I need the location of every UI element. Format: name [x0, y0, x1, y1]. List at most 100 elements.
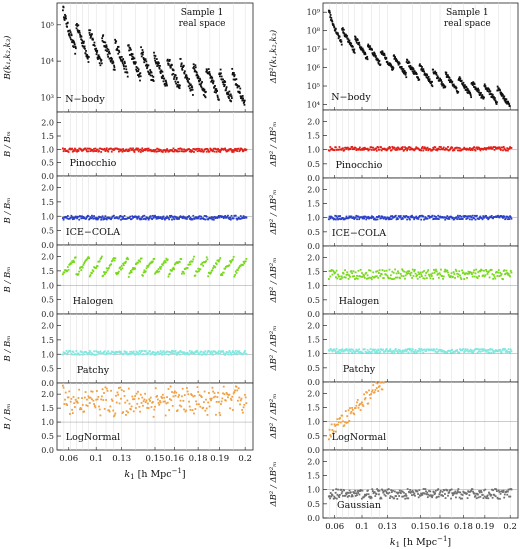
data-point [70, 214, 73, 217]
data-point [175, 76, 178, 79]
data-point [446, 215, 449, 217]
data-point [506, 493, 509, 496]
data-point [69, 147, 71, 150]
data-point [442, 147, 444, 150]
data-point [95, 353, 98, 356]
data-point [204, 261, 207, 264]
xtick-label: 0.19 [475, 522, 494, 532]
data-point [502, 217, 504, 219]
data-point [436, 149, 439, 152]
data-point [437, 148, 440, 151]
data-point [147, 71, 150, 74]
data-point [212, 149, 215, 152]
data-point [503, 269, 506, 272]
data-point [478, 350, 480, 353]
data-point [89, 396, 92, 399]
data-point [426, 74, 429, 77]
data-point [381, 215, 384, 218]
data-point [334, 27, 337, 30]
data-point [222, 215, 224, 218]
data-point [363, 148, 365, 151]
xtick-label: 0.15 [146, 454, 165, 464]
data-point [166, 58, 169, 61]
data-point [117, 387, 120, 389]
data-point [448, 81, 451, 83]
data-point [235, 272, 238, 274]
data-point [216, 148, 219, 151]
data-point [345, 147, 348, 150]
data-point [182, 150, 185, 153]
data-point [509, 348, 512, 351]
data-point [449, 489, 452, 491]
data-point [360, 275, 363, 278]
data-point [334, 29, 337, 32]
data-point [89, 351, 92, 354]
data-point [335, 31, 338, 34]
data-point [128, 49, 131, 52]
data-point [232, 351, 235, 353]
data-point [363, 276, 366, 279]
data-point [432, 148, 435, 151]
data-point [119, 149, 122, 152]
data-point [429, 277, 432, 280]
data-point [425, 349, 428, 352]
data-point [212, 147, 215, 150]
data-point [67, 396, 70, 399]
data-point [228, 264, 231, 267]
data-point [197, 75, 200, 78]
data-point [193, 218, 196, 220]
data-point [178, 87, 181, 90]
data-point [184, 410, 187, 413]
data-point [390, 489, 393, 491]
data-point [409, 274, 412, 277]
data-point [154, 214, 156, 217]
data-point [353, 218, 356, 220]
data-point [98, 405, 100, 408]
data-point [145, 267, 148, 270]
data-point [400, 351, 403, 354]
data-point [469, 91, 471, 94]
data-point [411, 348, 414, 351]
data-point [507, 218, 509, 221]
data-point [351, 408, 354, 411]
data-point [227, 217, 230, 219]
ytick-label: 0.5 [307, 228, 320, 237]
data-point [136, 67, 139, 70]
data-point [105, 387, 108, 390]
panel-label: Pinocchio [336, 160, 383, 171]
data-point [105, 218, 108, 221]
data-point [329, 492, 332, 494]
data-point [360, 489, 363, 492]
data-point [471, 149, 474, 151]
data-point [491, 348, 494, 351]
data-point [74, 45, 77, 48]
data-point [241, 148, 244, 151]
data-point [380, 381, 382, 384]
xtick-label: 0.16 [165, 454, 184, 464]
data-point [334, 350, 337, 352]
data-point [468, 349, 471, 352]
data-point [387, 218, 390, 221]
data-point [394, 214, 397, 217]
data-point [178, 394, 180, 396]
data-point [85, 404, 88, 407]
data-point [101, 37, 104, 40]
data-point [419, 215, 422, 217]
data-point [158, 403, 161, 406]
data-point [190, 150, 193, 153]
data-point [219, 151, 222, 153]
xtick-label: 0.19 [210, 454, 229, 464]
data-point [233, 275, 236, 278]
data-point [200, 150, 202, 153]
data-point [157, 268, 160, 270]
data-point [361, 489, 364, 492]
data-point [110, 398, 113, 401]
data-point [393, 490, 396, 493]
data-point [139, 75, 142, 78]
data-point [365, 493, 368, 496]
data-point [91, 272, 93, 274]
data-point [439, 273, 442, 276]
data-point [129, 271, 132, 274]
data-point [133, 61, 136, 64]
data-point [93, 147, 95, 150]
